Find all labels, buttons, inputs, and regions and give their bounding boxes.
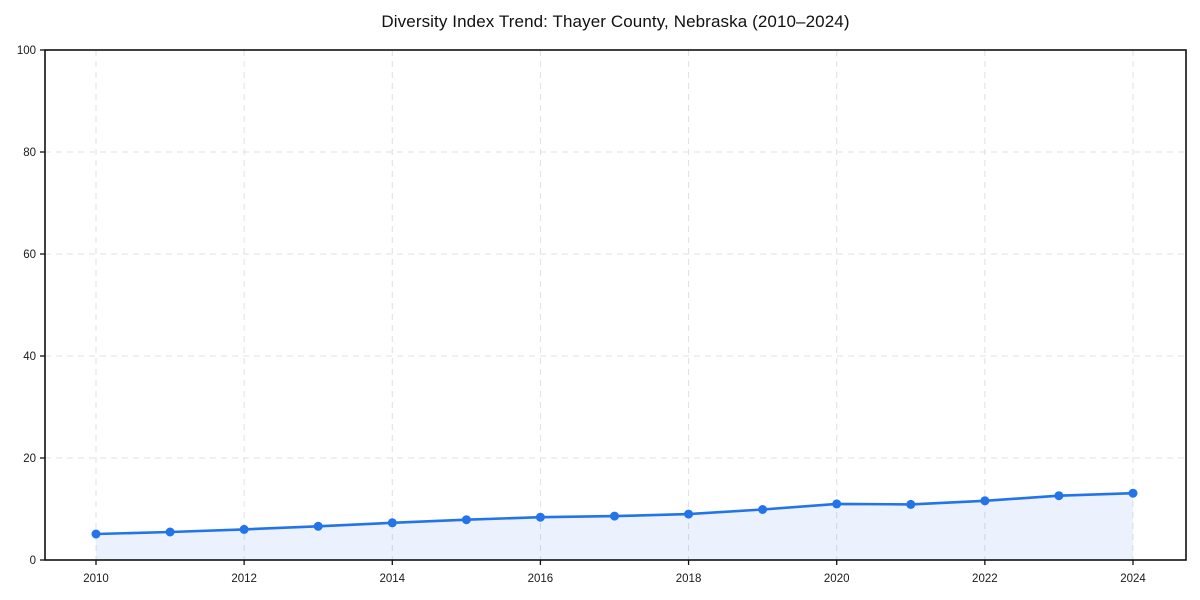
- x-tick-label-2014: 2014: [379, 573, 405, 585]
- data-point-2020: [832, 499, 842, 509]
- x-tick-label-2024: 2024: [1120, 573, 1146, 585]
- data-point-2014: [387, 518, 397, 528]
- chart-title: Diversity Index Trend: Thayer County, Ne…: [381, 12, 850, 31]
- x-tick-label-2020: 2020: [824, 573, 850, 585]
- y-tick-label-60: 60: [23, 249, 36, 261]
- y-tick-label-20: 20: [23, 453, 36, 465]
- y-tick-label-0: 0: [30, 555, 36, 567]
- data-point-2012: [239, 524, 249, 534]
- data-point-2017: [610, 511, 619, 521]
- y-tick-label-40: 40: [23, 351, 36, 363]
- x-tick-label-2010: 2010: [83, 573, 109, 585]
- x-tick-label-2022: 2022: [972, 573, 998, 585]
- data-point-2022: [980, 496, 990, 506]
- data-point-2019: [758, 505, 768, 514]
- data-point-2015: [461, 515, 471, 525]
- y-tick-label-100: 100: [17, 45, 36, 57]
- data-point-2021: [906, 499, 916, 509]
- x-tick-label-2018: 2018: [676, 573, 702, 585]
- data-point-2023: [1054, 491, 1064, 501]
- data-point-2010: [91, 529, 101, 539]
- x-tick-label-2016: 2016: [528, 573, 554, 585]
- data-point-2018: [684, 509, 694, 519]
- x-tick-label-2012: 2012: [231, 573, 257, 585]
- data-point-2011: [165, 527, 175, 537]
- data-point-2013: [313, 521, 323, 531]
- plot-border: [44, 49, 1187, 561]
- data-point-2024: [1128, 488, 1138, 498]
- y-tick-label-80: 80: [23, 147, 36, 159]
- data-point-2016: [535, 512, 545, 522]
- trend-area-fill: [96, 493, 1133, 560]
